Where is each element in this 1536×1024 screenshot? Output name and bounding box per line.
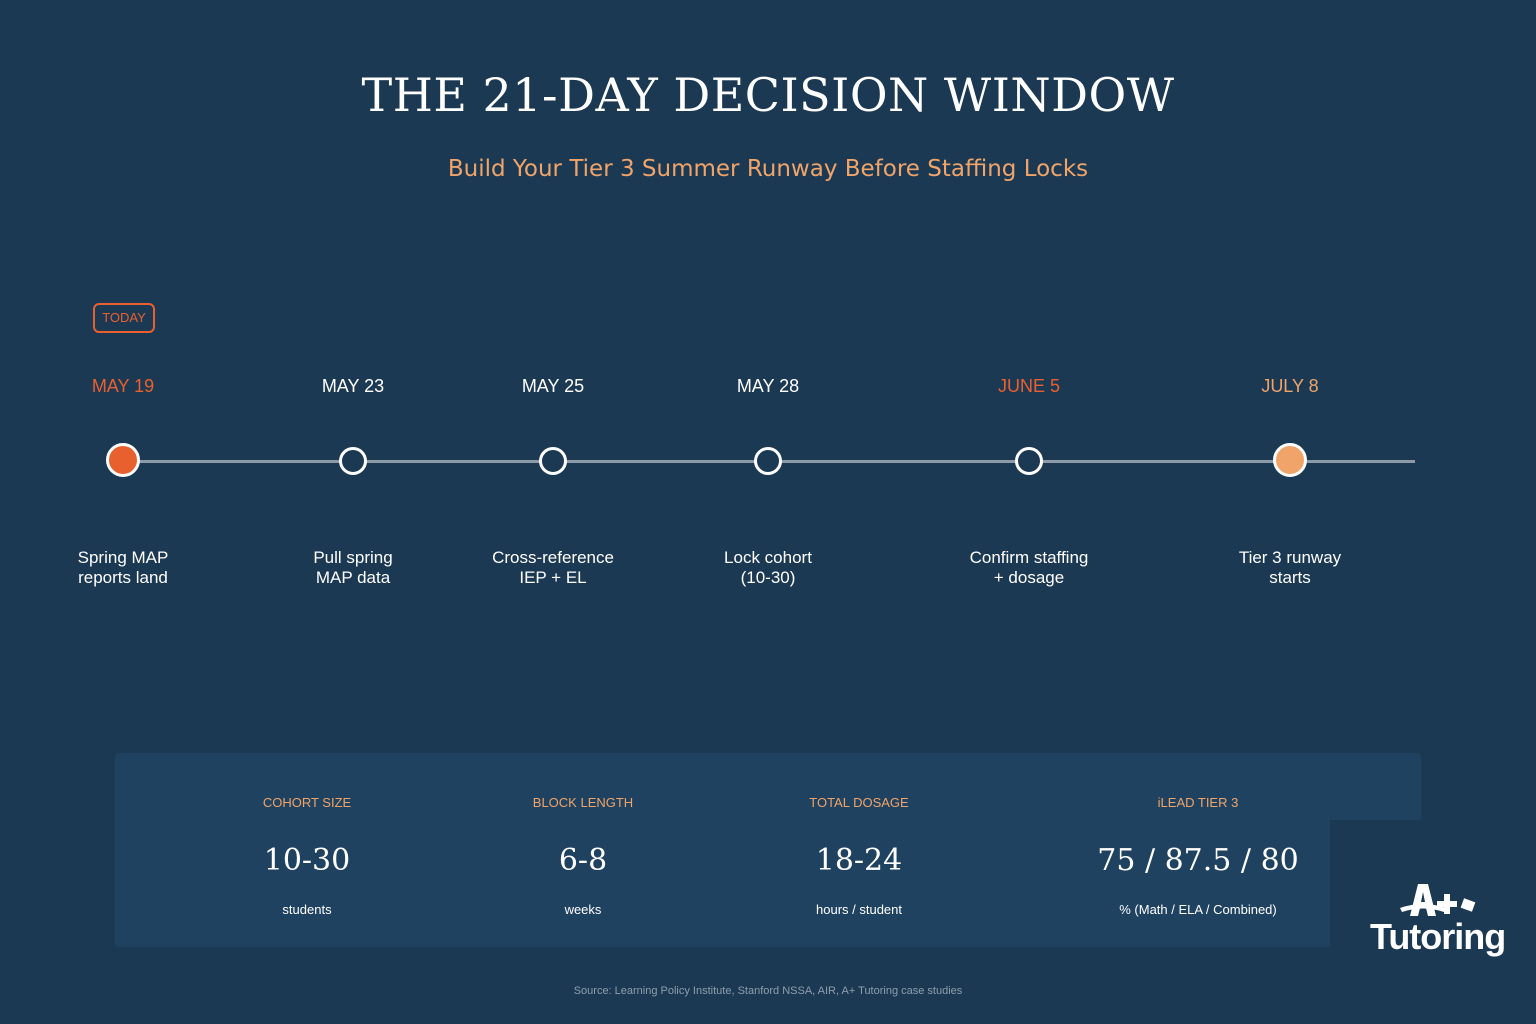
milestone-date-3: MAY 25 (521, 376, 585, 396)
logo-wordmark: Tutoring (1370, 916, 1506, 957)
logo-corner-background (1330, 820, 1536, 1024)
stat-value-ilead-tier-3: 75 / 87.5 / 80 (1097, 843, 1299, 878)
milestone-dot-today (106, 443, 140, 477)
stats-panel (115, 753, 1421, 947)
milestone-dot-2 (339, 447, 367, 475)
milestone-date-1: MAY 19 (91, 376, 155, 396)
milestone-description-5: Confirm staffing + dosage (969, 548, 1089, 587)
stat-label-block-length: BLOCK LENGTH (532, 795, 634, 810)
a-plus-logo-icon (1400, 884, 1476, 916)
stat-unit-ilead-tier-3: % (Math / ELA / Combined) (1119, 902, 1277, 917)
stat-unit-block-length: weeks (564, 902, 602, 917)
milestone-description-4: Lock cohort (10-30) (724, 548, 812, 587)
milestone-dot-final (1273, 443, 1307, 477)
milestone-description-3: Cross-reference IEP + EL (492, 548, 614, 587)
milestone-date-6: JULY 8 (1261, 376, 1319, 396)
milestone-description-6: Tier 3 runway starts (1238, 548, 1342, 587)
stat-label-ilead-tier-3: iLEAD TIER 3 (1157, 795, 1239, 810)
stat-value-total-dosage: 18-24 (815, 843, 903, 878)
source-footnote: Source: Learning Policy Institute, Stanf… (573, 985, 963, 997)
stat-value-cohort-size: 10-30 (263, 843, 351, 878)
stat-unit-cohort-size: students (282, 902, 332, 917)
milestone-dot-3 (539, 447, 567, 475)
milestone-date-2: MAY 23 (321, 376, 385, 396)
stat-unit-total-dosage: hours / student (816, 902, 902, 917)
page-subtitle: Build Your Tier 3 Summer Runway Before S… (447, 156, 1089, 182)
milestone-dot-5 (1015, 447, 1043, 475)
page-title: THE 21-DAY DECISION WINDOW (361, 68, 1175, 122)
milestone-dot-4 (754, 447, 782, 475)
stat-label-total-dosage: TOTAL DOSAGE (809, 795, 909, 810)
stat-value-block-length: 6-8 (558, 843, 608, 878)
milestone-description-1: Spring MAP reports land (77, 548, 169, 587)
milestone-date-4: MAY 28 (736, 376, 800, 396)
milestone-description-2: Pull spring MAP data (313, 548, 393, 587)
a-plus-tutoring-logo: Tutoring (1370, 880, 1506, 960)
today-badge: TODAY (93, 303, 155, 333)
stat-label-cohort-size: COHORT SIZE (262, 795, 352, 810)
milestone-date-5: JUNE 5 (997, 376, 1060, 396)
